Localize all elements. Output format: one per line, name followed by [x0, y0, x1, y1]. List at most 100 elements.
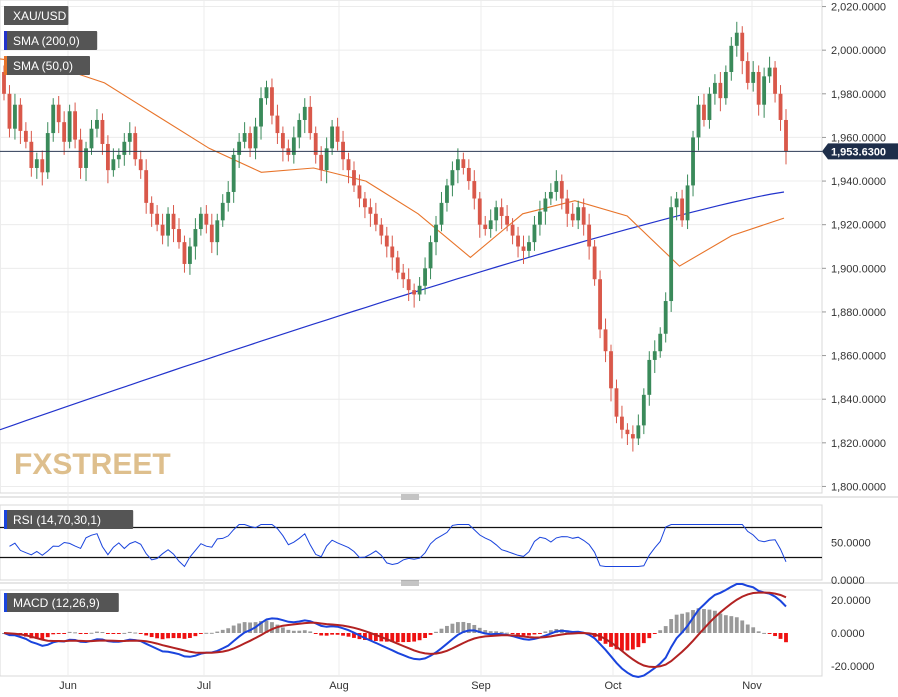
candle-body: [532, 224, 537, 243]
candle-body: [100, 119, 105, 144]
x-tick-label: Oct: [604, 680, 621, 692]
macd-histogram-bar: [417, 633, 422, 641]
macd-histogram-bar: [477, 627, 482, 633]
candle-body: [127, 133, 132, 142]
macd-histogram-bar: [40, 633, 45, 640]
candle-body: [598, 279, 602, 330]
macd-histogram-bar: [346, 633, 351, 637]
x-tick-label: Jun: [59, 680, 77, 692]
macd-histogram-bar: [669, 619, 674, 633]
candle-body: [209, 224, 214, 243]
macd-histogram-bar: [319, 633, 324, 636]
candle-body: [751, 71, 756, 83]
macd-histogram-bar: [729, 616, 734, 633]
macd-histogram-bar: [95, 631, 99, 633]
macd-histogram-bar: [395, 633, 400, 643]
macd-histogram-bar: [652, 633, 657, 635]
macd-histogram-bar: [663, 626, 668, 633]
candle-body: [685, 185, 690, 221]
candles-layer: [2, 21, 788, 452]
macd-histogram-bar: [505, 632, 510, 634]
macd-histogram-bar: [286, 629, 291, 633]
candle-body: [95, 119, 99, 129]
candle-body: [669, 207, 674, 302]
macd-histogram-bar: [313, 633, 318, 634]
candle-body: [29, 141, 34, 168]
macd-histogram-bar: [193, 633, 198, 637]
macd-histogram-bar: [149, 633, 154, 638]
macd-histogram-bar: [78, 633, 83, 634]
candle-body: [253, 126, 258, 149]
candle-body: [647, 359, 652, 395]
macd-histogram-bar: [259, 621, 263, 633]
candle-body: [138, 159, 143, 171]
candle-body: [729, 45, 734, 72]
candle-body: [23, 130, 28, 142]
candle-body: [166, 213, 170, 236]
macd-histogram-bar: [122, 632, 127, 634]
macd-histogram-bar: [521, 633, 526, 636]
candle-body: [319, 154, 324, 171]
macd-histogram-bar: [308, 631, 313, 633]
rsi-tick-label: 0.0000: [831, 575, 865, 587]
macd-histogram-bar: [527, 633, 531, 636]
candle-body: [483, 224, 488, 230]
x-tick-label: Sep: [471, 680, 491, 692]
macd-histogram-bar: [499, 631, 504, 633]
candle-body: [379, 224, 384, 236]
candle-body: [78, 139, 83, 168]
macd-histogram-bar: [516, 633, 520, 635]
candle-body: [171, 213, 176, 230]
candle-body: [543, 198, 548, 212]
panel-frame: [0, 504, 823, 581]
candle-body: [259, 98, 263, 127]
candle-body: [182, 242, 187, 264]
candle-body: [341, 141, 345, 160]
macd-histogram-bar: [609, 633, 613, 647]
macd-histogram-bar: [29, 633, 34, 639]
candle-body: [455, 159, 460, 171]
macd-histogram-bar: [215, 631, 220, 633]
candle-body: [302, 106, 307, 120]
candle-body: [548, 191, 553, 199]
candle-body: [198, 213, 203, 230]
signal-line: [3, 591, 787, 669]
macd-histogram-bar: [127, 631, 132, 633]
macd-histogram-bar: [439, 628, 444, 633]
macd-histogram-bar: [248, 622, 252, 633]
candle-body: [784, 119, 788, 152]
candle-body: [723, 71, 728, 99]
candle-body: [13, 104, 17, 129]
macd-histogram-bar: [734, 617, 739, 633]
macd-histogram-bar: [680, 613, 685, 633]
macd-histogram-bar: [614, 633, 619, 650]
macd-histogram-bar: [280, 627, 285, 633]
candle-body: [111, 159, 116, 171]
y-tick-label: 1,880.0000: [831, 307, 886, 319]
macd-histogram-bar: [62, 633, 67, 634]
candle-body: [778, 93, 783, 120]
candle-body: [423, 268, 427, 286]
candle-body: [680, 198, 685, 221]
last-price-label: 1,953.6300: [831, 146, 886, 158]
macd-histogram-bar: [166, 633, 170, 639]
rsi-tick-label: 50.0000: [831, 538, 871, 550]
candle-body: [559, 181, 564, 199]
macd-histogram-bar: [406, 633, 411, 643]
candle-body: [521, 246, 526, 251]
candle-body: [587, 224, 592, 247]
fxstreet-watermark: FXSTREET: [14, 448, 171, 481]
candle-body: [652, 351, 657, 360]
macd-histogram-bar: [302, 630, 307, 633]
y-tick-label: 1,840.0000: [831, 394, 886, 406]
candle-body: [581, 207, 586, 225]
macd-histogram-bar: [242, 622, 247, 633]
candle-body: [702, 104, 706, 120]
legend-item-swatch: [4, 31, 7, 50]
candle-body: [248, 133, 252, 149]
macd-histogram-bar: [171, 633, 176, 639]
candle-body: [527, 242, 531, 251]
candle-body: [609, 351, 613, 389]
macd-histogram-bar: [133, 632, 138, 634]
legend-item-label: SMA (50,0): [13, 59, 73, 73]
